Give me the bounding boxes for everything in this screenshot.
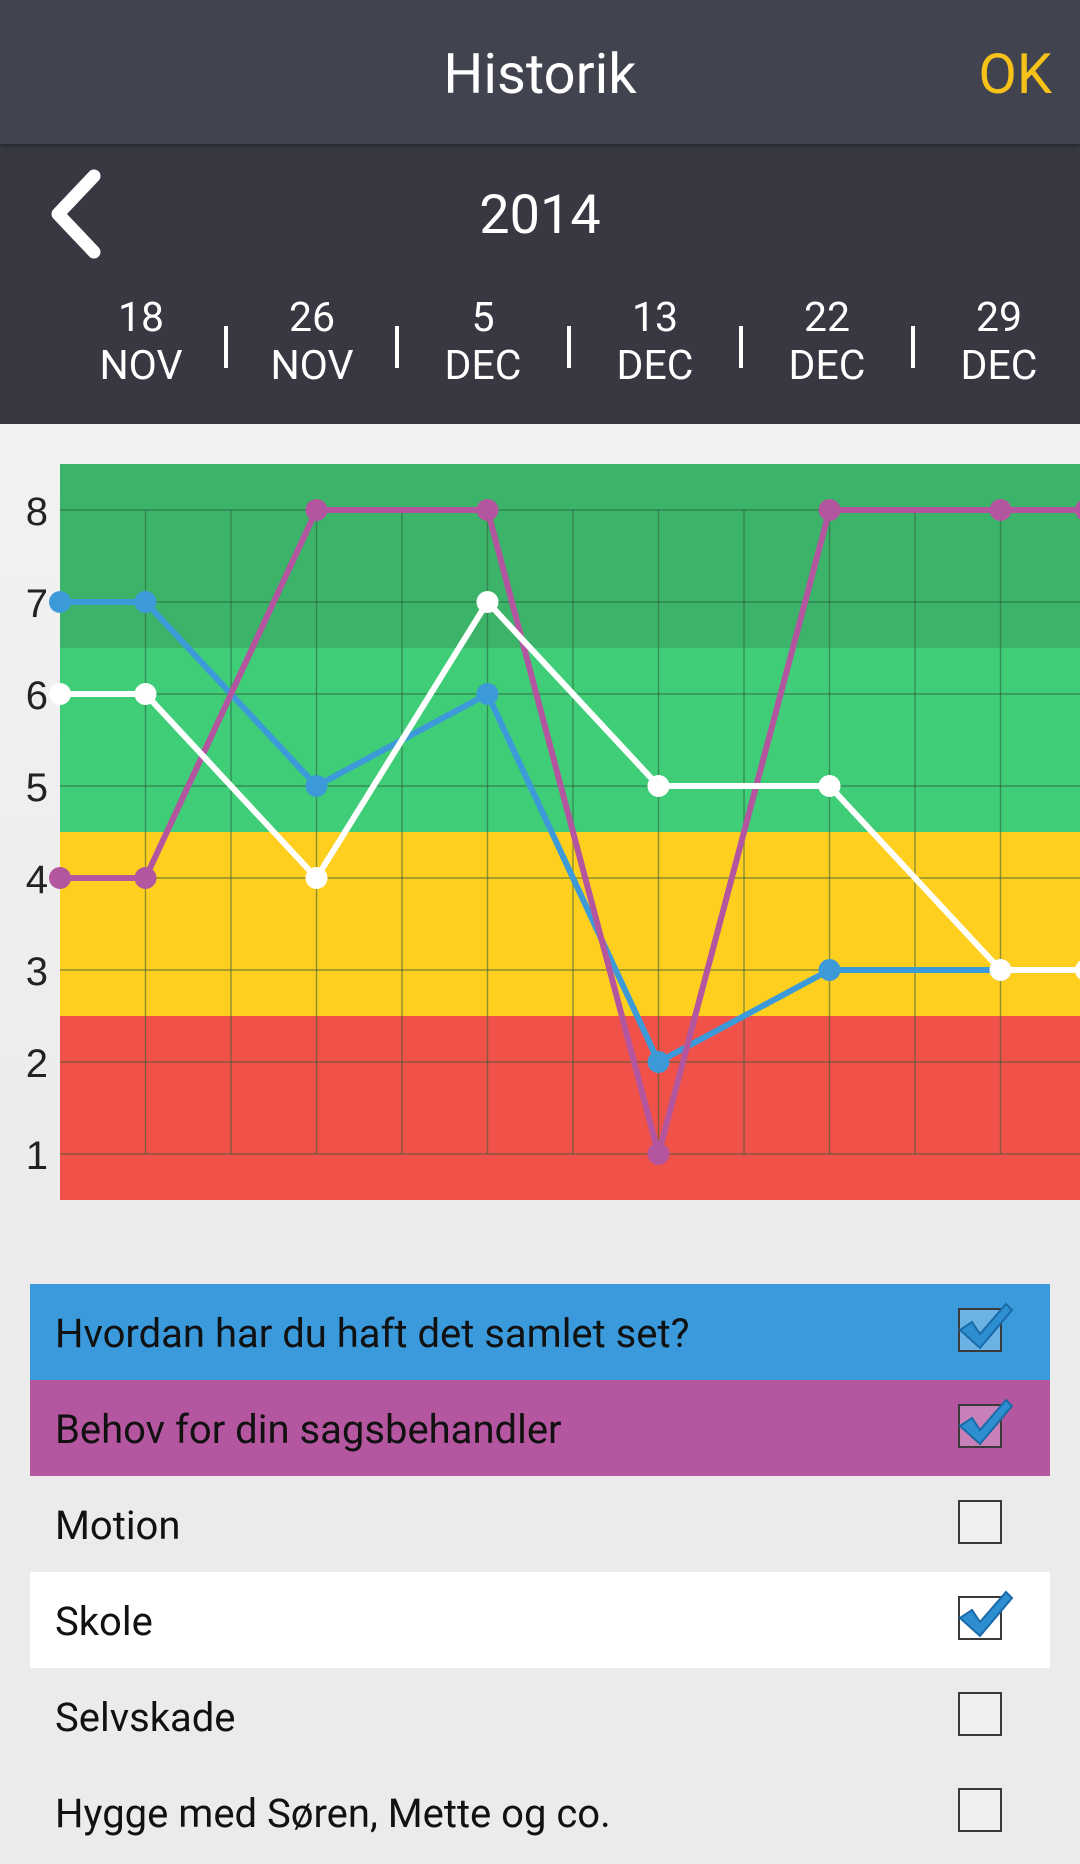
- date-day: 5: [471, 294, 495, 342]
- y-tick-label: 8: [26, 490, 48, 534]
- data-point: [1075, 960, 1080, 980]
- legend-row[interactable]: Hygge med Søren, Mette og co.: [30, 1764, 1050, 1860]
- legend-label: Selvskade: [55, 1694, 236, 1741]
- legend-row[interactable]: Behov for din sagsbehandler: [30, 1380, 1050, 1476]
- date-day: 22: [803, 294, 851, 342]
- legend-row[interactable]: Skole: [30, 1572, 1050, 1668]
- chart-area: 1 2 3 4 5 6 7 8: [0, 424, 1080, 1270]
- date-month: NOV: [270, 342, 354, 390]
- date-column[interactable]: 13 DEC: [585, 294, 725, 390]
- data-point: [305, 867, 328, 889]
- date-day: 29: [975, 294, 1023, 342]
- date-month: DEC: [616, 342, 694, 390]
- data-point: [989, 959, 1012, 981]
- legend-label: Hvordan har du haft det samlet set?: [55, 1310, 690, 1357]
- y-tick-label: 1: [26, 1134, 48, 1178]
- series-line: [60, 507, 1080, 1157]
- y-tick-label: 6: [26, 674, 48, 718]
- date-separator: [224, 326, 228, 368]
- chart-band: [60, 1016, 1080, 1200]
- data-point: [134, 591, 157, 613]
- y-tick-label: 5: [26, 766, 48, 810]
- y-tick-label: 7: [26, 582, 48, 626]
- ok-button[interactable]: OK: [978, 41, 1052, 107]
- chart-band: [60, 464, 1080, 648]
- checkbox[interactable]: [958, 1788, 1002, 1832]
- data-point: [647, 1143, 670, 1165]
- data-point: [476, 499, 499, 521]
- y-tick-label: 3: [26, 950, 48, 994]
- legend-row[interactable]: Selvskade: [30, 1668, 1050, 1764]
- chart-band: [60, 648, 1080, 832]
- history-chart: 1 2 3 4 5 6 7 8: [26, 464, 1080, 1200]
- data-point: [49, 683, 71, 705]
- chevron-left-icon[interactable]: [36, 164, 116, 264]
- data-point: [647, 775, 670, 797]
- data-point: [818, 775, 841, 797]
- date-column[interactable]: 29 DEC: [929, 294, 1069, 390]
- date-day: 13: [631, 294, 679, 342]
- data-point: [305, 775, 328, 797]
- checkbox[interactable]: [958, 1500, 1002, 1544]
- legend-label: Skole: [55, 1598, 153, 1645]
- data-point: [818, 959, 841, 981]
- date-column[interactable]: 5 DEC: [413, 294, 553, 390]
- date-month: NOV: [99, 342, 183, 390]
- chart-band: [60, 832, 1080, 1016]
- date-separator: [739, 326, 743, 368]
- date-separator: [395, 326, 399, 368]
- checkmark-icon: [958, 1590, 1014, 1638]
- legend-row[interactable]: Motion: [30, 1476, 1050, 1572]
- date-column[interactable]: 18 NOV: [71, 294, 211, 390]
- date-separator: [567, 326, 571, 368]
- checkmark-icon: [958, 1398, 1014, 1446]
- data-point: [49, 867, 71, 889]
- data-point: [134, 867, 157, 889]
- y-tick-label: 4: [26, 858, 48, 902]
- data-point: [305, 499, 328, 521]
- legend-label: Behov for din sagsbehandler: [55, 1406, 562, 1453]
- date-day: 18: [117, 294, 165, 342]
- legend-label: Motion: [55, 1502, 181, 1549]
- series-line: [60, 599, 1080, 973]
- data-point: [476, 683, 499, 705]
- checkbox[interactable]: [958, 1692, 1002, 1736]
- date-month: DEC: [444, 342, 522, 390]
- data-point: [989, 499, 1012, 521]
- data-point: [49, 591, 71, 613]
- date-month: DEC: [788, 342, 866, 390]
- date-column[interactable]: 26 NOV: [242, 294, 382, 390]
- data-point: [476, 591, 499, 613]
- data-point: [818, 499, 841, 521]
- checkmark-icon: [958, 1302, 1014, 1350]
- date-day: 26: [288, 294, 336, 342]
- y-tick-label: 2: [26, 1042, 48, 1086]
- date-column[interactable]: 22 DEC: [757, 294, 897, 390]
- year-label: 2014: [479, 184, 601, 247]
- data-point: [1075, 500, 1080, 520]
- data-point: [134, 683, 157, 705]
- page-title: Historik: [443, 41, 637, 107]
- legend-label: Hygge med Søren, Mette og co.: [55, 1790, 611, 1837]
- legend-list: Hvordan har du haft det samlet set? Beho…: [30, 1284, 1050, 1860]
- date-month: DEC: [960, 342, 1038, 390]
- date-navigation: 2014 18 NOV 26 NOV 5 DEC 13 DEC 22 DEC 2…: [0, 144, 1080, 424]
- date-separator: [911, 326, 915, 368]
- legend-row[interactable]: Hvordan har du haft det samlet set?: [30, 1284, 1050, 1380]
- data-point: [647, 1051, 670, 1073]
- action-bar: Historik OK: [0, 0, 1080, 144]
